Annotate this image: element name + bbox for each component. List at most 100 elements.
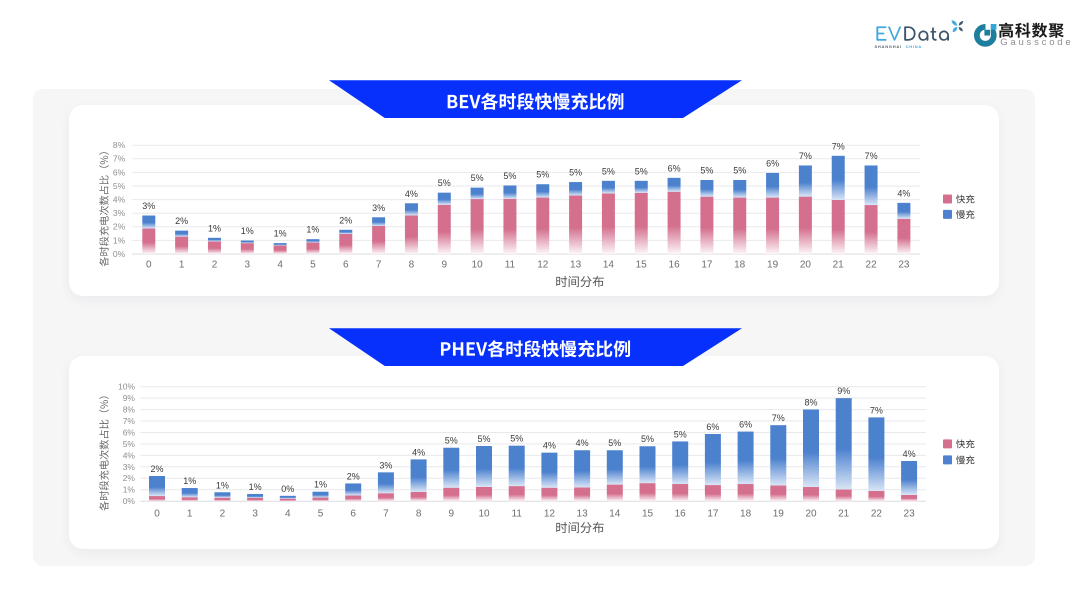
svg-text:14: 14: [603, 259, 615, 270]
svg-text:6%: 6%: [113, 167, 126, 177]
svg-text:4%: 4%: [405, 189, 418, 199]
svg-text:6: 6: [350, 508, 356, 519]
svg-text:1%: 1%: [249, 482, 262, 492]
svg-text:21: 21: [833, 259, 845, 270]
svg-text:1%: 1%: [208, 223, 221, 233]
svg-text:12: 12: [544, 508, 556, 519]
svg-text:5%: 5%: [113, 181, 126, 191]
svg-text:2: 2: [212, 259, 218, 270]
svg-text:11: 11: [512, 508, 523, 519]
svg-text:7%: 7%: [772, 413, 785, 423]
svg-text:1%: 1%: [274, 229, 287, 239]
svg-text:5%: 5%: [477, 434, 490, 444]
svg-text:7: 7: [383, 508, 389, 519]
svg-text:19: 19: [767, 259, 779, 270]
svg-text:5%: 5%: [471, 173, 484, 183]
svg-text:5%: 5%: [510, 433, 523, 443]
svg-text:1%: 1%: [314, 479, 327, 489]
svg-text:10%: 10%: [118, 381, 135, 391]
svg-text:2%: 2%: [175, 216, 188, 226]
svg-text:8%: 8%: [804, 397, 817, 407]
svg-text:17: 17: [701, 259, 713, 270]
svg-text:4%: 4%: [412, 447, 425, 457]
svg-text:4: 4: [285, 508, 291, 519]
svg-text:0: 0: [146, 259, 152, 270]
svg-text:7%: 7%: [832, 141, 845, 151]
svg-text:5%: 5%: [123, 439, 136, 449]
svg-text:23: 23: [898, 259, 910, 270]
svg-text:0%: 0%: [123, 496, 136, 506]
svg-text:3%: 3%: [123, 462, 136, 472]
svg-text:4%: 4%: [123, 450, 136, 460]
svg-text:23: 23: [904, 508, 916, 519]
svg-text:8%: 8%: [123, 404, 136, 414]
svg-text:0: 0: [154, 508, 160, 519]
svg-text:18: 18: [734, 259, 746, 270]
svg-text:5%: 5%: [733, 165, 746, 175]
svg-text:1%: 1%: [216, 480, 229, 490]
svg-text:5%: 5%: [641, 434, 654, 444]
svg-text:1: 1: [179, 259, 185, 270]
svg-text:11: 11: [505, 259, 516, 270]
svg-text:9%: 9%: [123, 393, 136, 403]
svg-text:4%: 4%: [897, 188, 910, 198]
svg-text:5%: 5%: [536, 170, 549, 180]
svg-text:7%: 7%: [799, 151, 812, 161]
svg-text:22: 22: [866, 259, 878, 270]
svg-text:3%: 3%: [379, 460, 392, 470]
svg-text:2%: 2%: [347, 471, 360, 481]
svg-text:1%: 1%: [113, 235, 126, 245]
svg-text:2%: 2%: [113, 222, 126, 232]
svg-text:4%: 4%: [113, 194, 126, 204]
svg-text:5%: 5%: [438, 178, 451, 188]
svg-text:5%: 5%: [608, 438, 621, 448]
svg-text:6%: 6%: [706, 422, 719, 432]
svg-text:8: 8: [409, 259, 415, 270]
svg-text:3: 3: [252, 508, 258, 519]
svg-text:2%: 2%: [150, 464, 163, 474]
svg-text:6%: 6%: [739, 419, 752, 429]
svg-text:2%: 2%: [123, 473, 136, 483]
svg-text:2: 2: [220, 508, 226, 519]
svg-text:5%: 5%: [635, 166, 648, 176]
svg-text:SHANGHAI CHINA: SHANGHAI CHINA: [874, 44, 921, 49]
svg-text:10: 10: [478, 508, 490, 519]
svg-text:9%: 9%: [837, 386, 850, 396]
svg-text:7: 7: [376, 259, 382, 270]
svg-text:1%: 1%: [183, 476, 196, 486]
svg-text:4%: 4%: [903, 449, 916, 459]
svg-text:6: 6: [343, 259, 349, 270]
svg-text:5%: 5%: [700, 165, 713, 175]
svg-text:0%: 0%: [113, 249, 126, 259]
svg-text:15: 15: [636, 259, 648, 270]
svg-text:5%: 5%: [569, 168, 582, 178]
svg-text:6%: 6%: [766, 158, 779, 168]
svg-text:17: 17: [707, 508, 719, 519]
svg-text:4: 4: [277, 259, 283, 270]
svg-text:6%: 6%: [123, 427, 136, 437]
svg-text:16: 16: [669, 259, 681, 270]
svg-text:7%: 7%: [865, 151, 878, 161]
svg-text:7%: 7%: [123, 416, 136, 426]
svg-text:9: 9: [442, 259, 448, 270]
svg-text:20: 20: [805, 508, 817, 519]
svg-text:13: 13: [570, 259, 582, 270]
svg-text:6%: 6%: [668, 163, 681, 173]
svg-text:14: 14: [609, 508, 621, 519]
svg-text:1: 1: [187, 508, 193, 519]
svg-text:12: 12: [537, 259, 549, 270]
svg-text:4%: 4%: [543, 440, 556, 450]
svg-text:3: 3: [245, 259, 251, 270]
svg-text:19: 19: [773, 508, 785, 519]
svg-text:5: 5: [310, 259, 316, 270]
svg-text:13: 13: [577, 508, 589, 519]
svg-text:9: 9: [449, 508, 455, 519]
svg-text:3%: 3%: [142, 201, 155, 211]
svg-text:7%: 7%: [870, 405, 883, 415]
svg-text:22: 22: [871, 508, 883, 519]
svg-text:0%: 0%: [281, 484, 294, 494]
svg-text:5%: 5%: [674, 429, 687, 439]
svg-text:1%: 1%: [123, 484, 136, 494]
svg-text:10: 10: [472, 259, 484, 270]
svg-text:20: 20: [800, 259, 812, 270]
